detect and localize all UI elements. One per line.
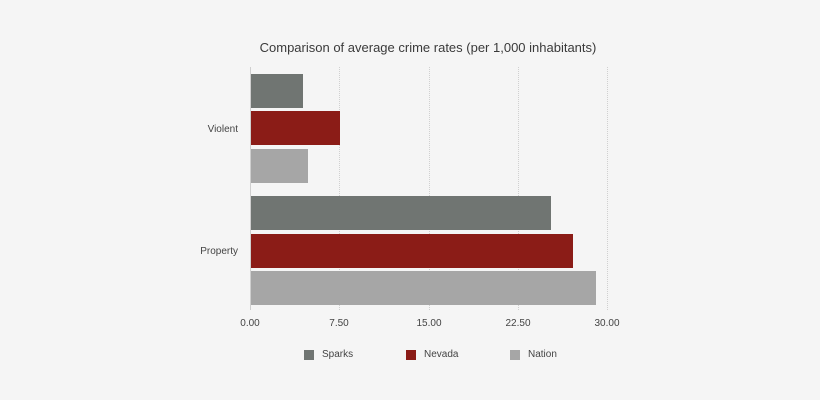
category-label-property: Property xyxy=(200,246,238,257)
bar-violent-nation[interactable] xyxy=(251,149,309,183)
chart-title: Comparison of average crime rates (per 1… xyxy=(259,40,597,55)
plot-area xyxy=(250,67,608,310)
bar-violent-nevada[interactable] xyxy=(251,111,340,145)
gridline xyxy=(339,67,341,310)
gridline xyxy=(607,67,608,310)
legend-swatch-nevada xyxy=(406,349,416,360)
bar-property-sparks[interactable] xyxy=(251,196,551,230)
legend: Sparks Nevada Nation xyxy=(0,349,820,363)
legend-swatch-nation xyxy=(510,349,520,360)
legend-label-sparks: Sparks xyxy=(322,349,354,360)
legend-item-sparks[interactable]: Sparks xyxy=(304,349,353,360)
legend-swatch-sparks xyxy=(304,349,314,360)
x-tick-0: 0.00 xyxy=(240,318,260,329)
bar-property-nevada[interactable] xyxy=(251,234,574,268)
x-tick-2: 15.00 xyxy=(416,318,442,329)
category-label-violent: Violent xyxy=(207,124,238,135)
bar-violent-sparks[interactable] xyxy=(251,74,304,108)
x-tick-3: 22.50 xyxy=(505,318,531,329)
bar-property-nation[interactable] xyxy=(251,271,597,305)
legend-item-nation[interactable]: Nation xyxy=(510,349,557,360)
legend-label-nevada: Nevada xyxy=(424,349,459,360)
x-tick-4: 30.00 xyxy=(594,318,620,329)
gridline xyxy=(517,67,519,310)
y-axis-line xyxy=(250,67,251,310)
x-tick-1: 7.50 xyxy=(329,318,349,329)
legend-label-nation: Nation xyxy=(528,349,557,360)
legend-item-nevada[interactable]: Nevada xyxy=(406,349,458,360)
gridline xyxy=(428,67,430,310)
